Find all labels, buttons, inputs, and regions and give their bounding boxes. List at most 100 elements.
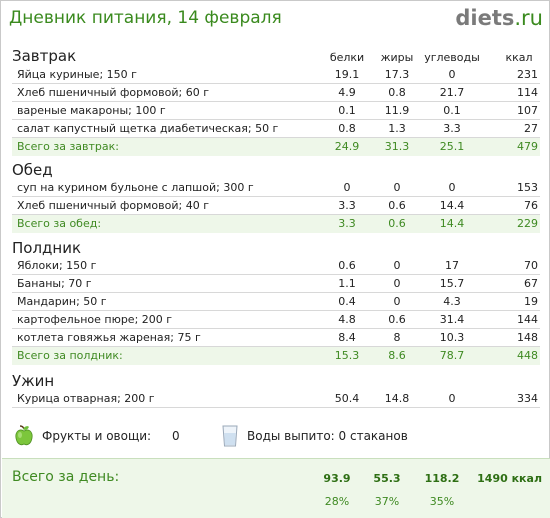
carbs-value: 0	[448, 392, 456, 405]
protein-value: 0.4	[338, 295, 356, 308]
kcal-value: 148	[517, 331, 538, 344]
food-row: Яблоки; 150 г 0.6 0 17 70	[12, 257, 540, 275]
meal-title-dinner: Ужин	[12, 372, 55, 390]
kcal-value: 231	[517, 68, 538, 81]
meal-title-snack: Полдник	[12, 239, 82, 257]
protein-value: 4.8	[338, 313, 356, 326]
food-row: Курица отварная; 200 г 50.4 14.8 0 334	[12, 390, 540, 408]
kcal-value: 114	[517, 86, 538, 99]
food-name: Бананы; 70 г	[17, 277, 92, 290]
carbs-value: 21.7	[439, 86, 465, 99]
fat-value: 0	[393, 295, 401, 308]
carbs-value: 14.4	[439, 199, 465, 212]
column-header-carbs: углеводы	[424, 51, 480, 64]
food-name: картофельное пюре; 200 г	[17, 313, 173, 326]
food-name: Хлеб пшеничный формовой; 40 г	[17, 199, 209, 212]
meal-total-row-breakfast: Всего за завтрак: 24.9 31.3 25.1 479	[12, 138, 540, 156]
food-name: салат капустный щетка диабетическая; 50 …	[17, 122, 279, 135]
kcal-value: 76	[524, 199, 538, 212]
protein-value: 4.9	[338, 86, 356, 99]
day-protein-total: 93.9	[323, 472, 351, 485]
fat-value: 0	[393, 259, 401, 272]
fat-value: 0.8	[388, 86, 406, 99]
carbs-value: 4.3	[443, 295, 461, 308]
kcal-total: 229	[517, 217, 538, 230]
carbs-value: 17	[445, 259, 459, 272]
food-row: Мандарин; 50 г 0.4 0 4.3 19	[12, 293, 540, 311]
food-row: котлета говяжья жареная; 75 г 8.4 8 10.3…	[12, 329, 540, 347]
food-row: Хлеб пшеничный формовой; 60 г 4.9 0.8 21…	[12, 84, 540, 102]
logo-domain: .ru	[514, 6, 543, 30]
fat-value: 8	[393, 331, 401, 344]
day-kcal-total: 1490 ккал	[477, 472, 542, 485]
fat-total: 31.3	[384, 140, 410, 153]
total-label: Всего за завтрак:	[17, 140, 120, 153]
food-row: Бананы; 70 г 1.1 0 15.7 67	[12, 275, 540, 293]
meal-total-row-lunch: Всего за обед: 3.3 0.6 14.4 229	[12, 215, 540, 233]
fat-value: 0	[393, 277, 401, 290]
day-fat-percent: 37%	[374, 495, 400, 508]
food-name: Яйца куриные; 150 г	[17, 68, 137, 81]
meal-title-breakfast: Завтрак	[12, 47, 77, 65]
food-name: суп на курином бульоне с лапшой; 300 г	[17, 181, 254, 194]
kcal-value: 67	[524, 277, 538, 290]
day-carbs-total: 118.2	[424, 472, 460, 485]
fat-total: 0.6	[388, 217, 406, 230]
food-row: Хлеб пшеничный формовой; 40 г 3.3 0.6 14…	[12, 197, 540, 215]
food-name: Хлеб пшеничный формовой; 60 г	[17, 86, 209, 99]
kcal-value: 70	[524, 259, 538, 272]
glass-icon	[222, 425, 238, 447]
protein-total: 24.9	[334, 140, 360, 153]
carbs-value: 0.1	[443, 104, 461, 117]
carbs-value: 3.3	[443, 122, 461, 135]
kcal-value: 19	[524, 295, 538, 308]
protein-total: 15.3	[334, 349, 360, 362]
kcal-value: 153	[517, 181, 538, 194]
food-name: Яблоки; 150 г	[17, 259, 97, 272]
food-name: котлета говяжья жареная; 75 г	[17, 331, 201, 344]
food-name: Курица отварная; 200 г	[17, 392, 155, 405]
food-name: вареные макароны; 100 г	[17, 104, 166, 117]
fat-value: 0.6	[388, 313, 406, 326]
fat-total: 8.6	[388, 349, 406, 362]
apple-icon	[15, 425, 33, 446]
food-row: суп на курином бульоне с лапшой; 300 г 0…	[12, 179, 540, 197]
day-fat-total: 55.3	[373, 472, 401, 485]
carbs-total: 25.1	[439, 140, 465, 153]
column-header-fat: жиры	[380, 51, 414, 64]
page-title: Дневник питания, 14 февраля	[9, 8, 282, 28]
column-header-kcal: ккал	[505, 51, 533, 64]
kcal-value: 144	[517, 313, 538, 326]
fat-value: 17.3	[384, 68, 410, 81]
protein-value: 19.1	[334, 68, 360, 81]
site-logo[interactable]: diets.ru	[455, 6, 543, 30]
logo-text: diets	[455, 6, 515, 30]
food-name: Мандарин; 50 г	[17, 295, 107, 308]
day-protein-percent: 28%	[324, 495, 350, 508]
fat-value: 1.3	[388, 122, 406, 135]
fat-value: 0	[393, 181, 401, 194]
protein-value: 0	[343, 181, 351, 194]
carbs-total: 78.7	[439, 349, 465, 362]
header: Дневник питания, 14 февраля diets.ru	[9, 6, 543, 32]
protein-value: 3.3	[338, 199, 356, 212]
day-total-panel: Всего за день: 93.9 55.3 118.2 1490 ккал…	[2, 458, 550, 518]
food-row: салат капустный щетка диабетическая; 50 …	[12, 120, 540, 138]
protein-total: 3.3	[338, 217, 356, 230]
carbs-value: 31.4	[439, 313, 465, 326]
day-carbs-percent: 35%	[429, 495, 455, 508]
kcal-total: 448	[517, 349, 538, 362]
protein-value: 50.4	[334, 392, 360, 405]
carbs-value: 0	[448, 181, 456, 194]
carbs-total: 14.4	[439, 217, 465, 230]
protein-value: 0.6	[338, 259, 356, 272]
protein-value: 0.8	[338, 122, 356, 135]
food-row: Яйца куриные; 150 г 19.1 17.3 0 231	[12, 66, 540, 84]
carbs-value: 0	[448, 68, 456, 81]
water-label: Воды выпито: 0 стаканов	[247, 429, 408, 443]
total-label: Всего за обед:	[17, 217, 102, 230]
fat-value: 0.6	[388, 199, 406, 212]
fat-value: 11.9	[384, 104, 410, 117]
kcal-value: 27	[524, 122, 538, 135]
